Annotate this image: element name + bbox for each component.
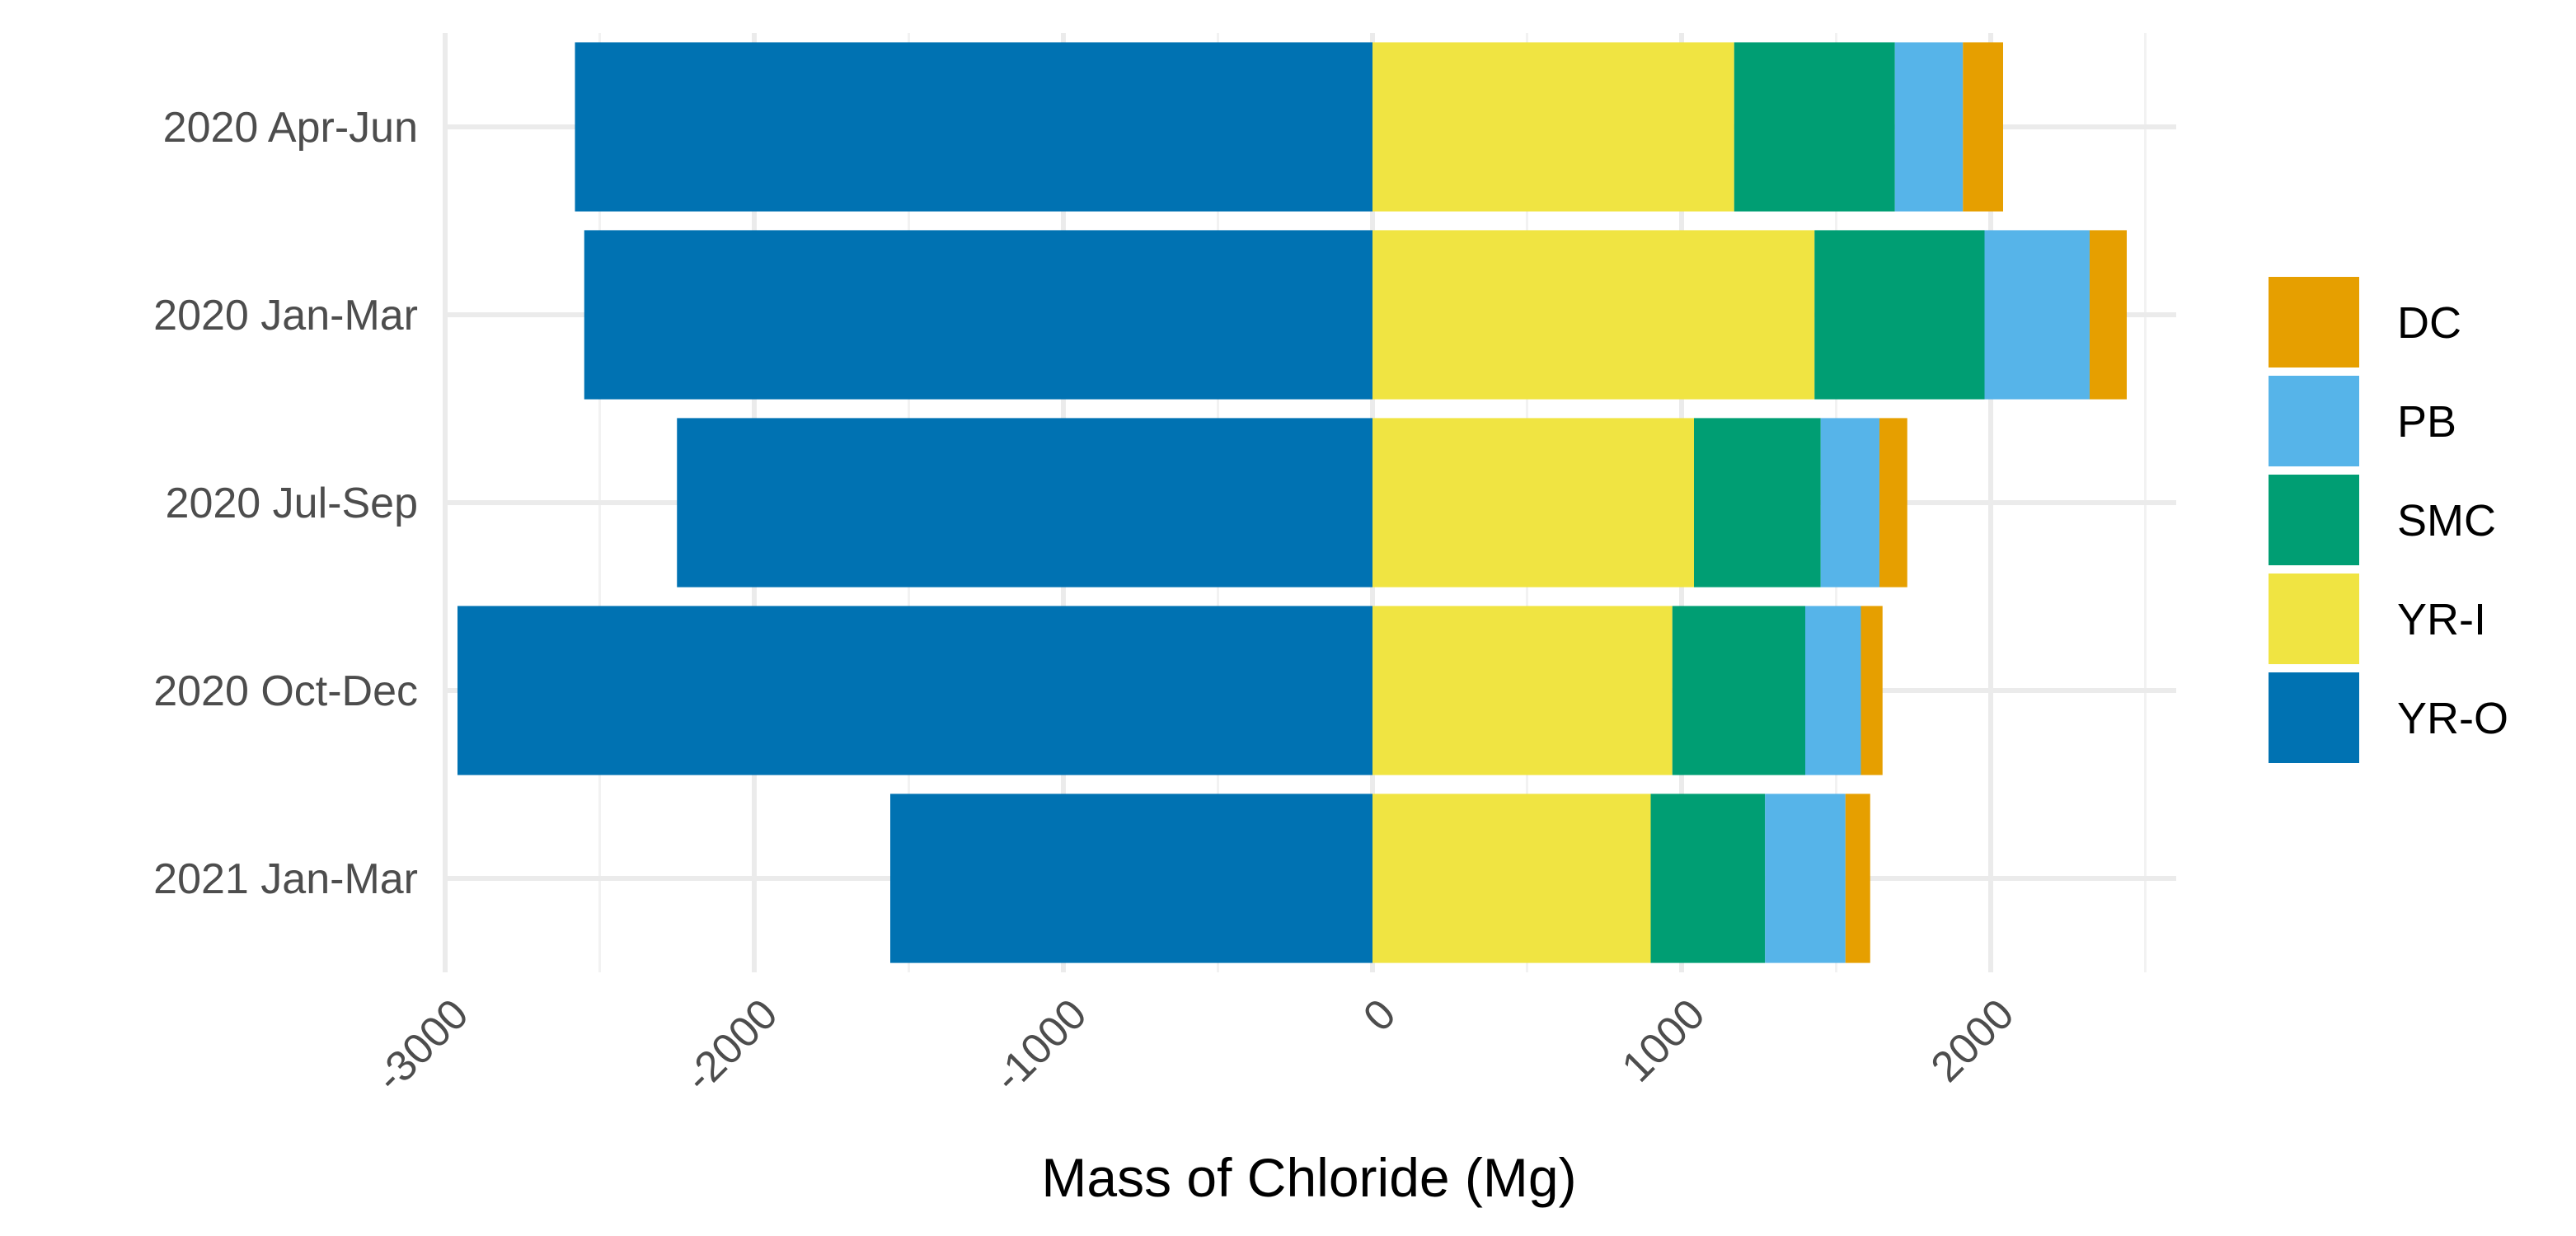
y-axis-labels: 2020 Apr-Jun 2020 Jan-Mar 2020 Jul-Sep 2020… — [153, 104, 418, 903]
bar-pb-3 — [1820, 418, 1879, 588]
legend-label-smc: SMC — [2397, 496, 2496, 545]
bar-pb-1 — [1894, 42, 1964, 212]
x-tick-label: -3000 — [367, 990, 478, 1102]
bar-dc-3 — [1879, 418, 1907, 588]
bar-smc-1 — [1734, 42, 1895, 212]
y-tick-label: 2020 Jul-Sep — [166, 480, 418, 527]
x-tick-label: 0 — [1354, 990, 1405, 1041]
x-tick-label: -1000 — [985, 990, 1096, 1102]
legend-key-dc — [2269, 277, 2359, 368]
bar-smc-4 — [1672, 606, 1805, 775]
x-axis-title: Mass of Chloride (Mg) — [1041, 1147, 1576, 1208]
x-tick-label: 2000 — [1922, 990, 2024, 1092]
x-tick-label: 1000 — [1613, 990, 1715, 1092]
y-tick-label: 2020 Oct-Dec — [153, 667, 418, 715]
legend-label-pb: PB — [2397, 397, 2456, 447]
legend-label-dc: DC — [2397, 298, 2461, 348]
bar-yr-o-1 — [575, 42, 1372, 212]
bar-pb-2 — [1984, 230, 2090, 400]
legend-key-pb — [2269, 376, 2359, 466]
bar-pb-5 — [1765, 794, 1846, 963]
bar-yr-i-5 — [1372, 794, 1651, 963]
legend-label-yr-o: YR-O — [2397, 694, 2508, 743]
legend: DC PB SMC YR-I YR-O — [2269, 277, 2508, 763]
legend-label-yr-i: YR-I — [2397, 595, 2486, 644]
legend-key-yr-o — [2269, 672, 2359, 763]
bar-yr-i-4 — [1372, 606, 1673, 775]
x-tick-label: -2000 — [676, 990, 787, 1102]
bar-dc-5 — [1845, 794, 1870, 963]
bar-yr-o-4 — [457, 606, 1372, 775]
bar-yr-o-3 — [677, 418, 1372, 588]
legend-key-yr-i — [2269, 574, 2359, 664]
y-tick-label: 2020 Apr-Jun — [163, 104, 418, 152]
bar-pb-4 — [1805, 606, 1861, 775]
bar-yr-i-1 — [1372, 42, 1734, 212]
bar-dc-4 — [1860, 606, 1883, 775]
bar-yr-o-5 — [890, 794, 1372, 963]
bar-yr-i-3 — [1372, 418, 1694, 588]
bar-smc-5 — [1650, 794, 1766, 963]
bar-yr-i-2 — [1372, 230, 1815, 400]
legend-key-smc — [2269, 475, 2359, 565]
bar-dc-1 — [1963, 42, 2003, 212]
bar-dc-2 — [2090, 230, 2127, 400]
bar-smc-3 — [1694, 418, 1821, 588]
y-tick-label: 2020 Jan-Mar — [153, 292, 418, 339]
bars-group — [457, 42, 2127, 963]
bar-yr-o-2 — [584, 230, 1372, 400]
x-axis-labels: -3000 -2000 -1000 0 1000 2000 — [367, 990, 2024, 1102]
y-tick-label: 2021 Jan-Mar — [153, 855, 418, 903]
bar-smc-2 — [1814, 230, 1985, 400]
